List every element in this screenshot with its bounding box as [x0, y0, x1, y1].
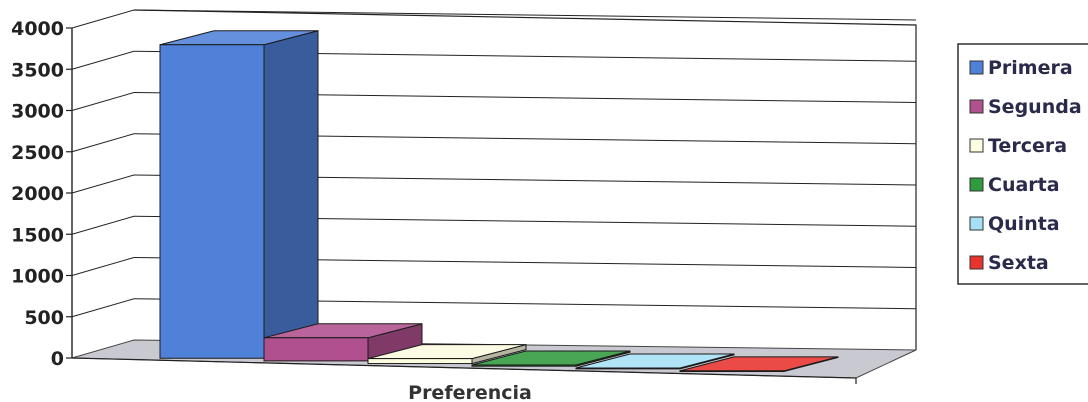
y-tick-label: 1000	[11, 266, 64, 288]
legend-label: Quinta	[988, 213, 1060, 235]
y-tick-label: 2500	[11, 142, 64, 164]
legend-swatch	[969, 216, 984, 231]
legend-label: Tercera	[988, 135, 1067, 157]
legend-item: Primera	[969, 57, 1073, 79]
bar-front	[367, 358, 473, 365]
y-tick-label: 4000	[11, 18, 64, 40]
gridline-depth	[71, 50, 135, 70]
gridline-depth	[71, 215, 135, 235]
legend-box	[957, 43, 1088, 285]
gridline-depth	[71, 174, 135, 194]
y-tick-label: 1500	[11, 224, 64, 246]
chart-bars	[159, 30, 839, 373]
x-axis-title: Preferencia	[408, 382, 532, 402]
bar-side	[263, 30, 319, 359]
bar-sexta	[679, 356, 839, 373]
y-tick-label: 3000	[11, 101, 64, 123]
gridline-depth	[71, 257, 135, 276]
legend-swatch	[969, 255, 984, 270]
legend-item: Cuarta	[969, 174, 1060, 196]
gridline-depth	[71, 133, 135, 153]
gridline-depth	[71, 92, 135, 111]
legend-item: Quinta	[969, 213, 1060, 235]
legend-item: Segunda	[969, 96, 1082, 118]
bar-front	[575, 367, 681, 370]
bar-quinta	[575, 353, 735, 370]
legend-label: Cuarta	[988, 174, 1060, 196]
bar-front	[263, 337, 369, 362]
gridline	[133, 9, 917, 21]
legend-swatch	[969, 177, 984, 192]
bar-primera	[159, 30, 319, 359]
bar-segunda	[263, 323, 423, 362]
legend: Primera Segunda Tercera Cuarta Quinta Sexta	[957, 43, 1088, 285]
bar-front	[679, 370, 785, 373]
x-axis-line	[71, 357, 857, 379]
chart-axes: 0 500 1000 1500 2000 2500 3000 3500 4000	[11, 18, 857, 384]
bar-front	[159, 44, 265, 359]
y-tick-label: 3500	[11, 59, 64, 81]
y-tick-label: 0	[51, 348, 64, 370]
gridline-depth	[71, 298, 135, 318]
bar-cuarta	[471, 350, 631, 367]
legend-swatch	[969, 60, 984, 75]
legend-item: Sexta	[969, 252, 1049, 274]
legend-swatch	[969, 99, 984, 114]
bar-tercera	[367, 343, 527, 365]
legend-label: Segunda	[988, 96, 1082, 118]
bar-front	[471, 364, 577, 367]
legend-label: Primera	[988, 57, 1073, 79]
legend-item: Tercera	[969, 135, 1067, 157]
y-tick-label: 500	[24, 307, 64, 329]
legend-swatch	[969, 138, 984, 153]
y-tick-label: 2000	[11, 183, 64, 205]
gridline-depth	[71, 9, 135, 29]
back-wall-outline	[133, 9, 917, 350]
legend-label: Sexta	[988, 252, 1049, 274]
